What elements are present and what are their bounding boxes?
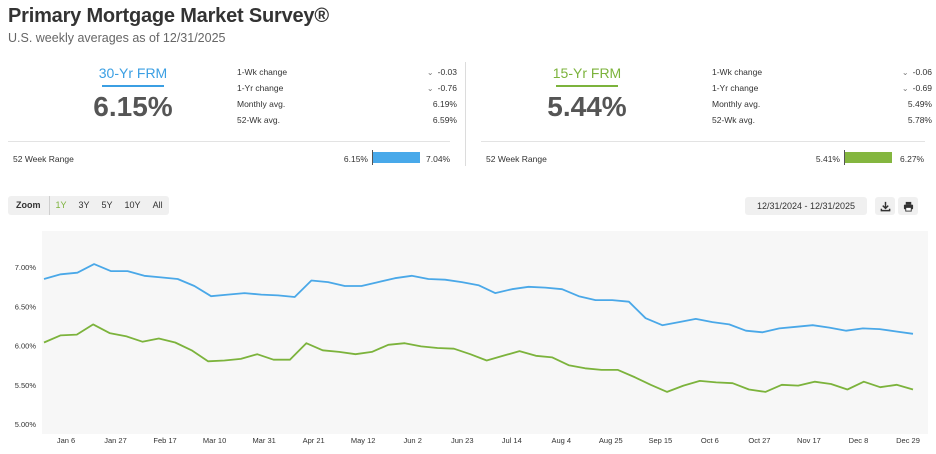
y-tick-label: 5.50% (15, 381, 37, 390)
series-group (43, 263, 914, 393)
x-tick-label: Oct 6 (701, 436, 719, 445)
x-tick-label: Dec 29 (896, 436, 920, 445)
chevron-down-icon: ⌄ (426, 67, 434, 77)
stat-row: Monthly avg. 6.19% (237, 96, 457, 112)
range-label: 52 Week Range (13, 154, 74, 164)
stat-row: 1-Yr change ⌄ -0.76 (237, 80, 457, 96)
stat-value: -0.03 (437, 67, 457, 77)
range-max: 6.27% (900, 154, 925, 164)
print-icon (903, 201, 913, 212)
stat-label: 1-Wk change (712, 67, 763, 77)
stat-row: 1-Wk change ⌄ -0.06 (712, 64, 932, 80)
zoom-label: Zoom (8, 196, 50, 215)
x-tick-label: Oct 27 (748, 436, 770, 445)
x-tick-label: Jun 2 (404, 436, 422, 445)
x-tick-label: Mar 10 (203, 436, 226, 445)
rate-panel-30yr: 30-Yr FRM 6.15% 1-Wk change ⌄ -0.03 1-Yr … (8, 58, 457, 170)
stat-row: 1-Yr change ⌄ -0.69 (712, 80, 932, 96)
product-name[interactable]: 30-Yr FRM (98, 65, 168, 81)
chevron-down-icon: ⌄ (901, 67, 909, 77)
stat-row: Monthly avg. 5.49% (712, 96, 932, 112)
current-rate: 5.44% (547, 91, 627, 122)
range-min: 6.15% (343, 154, 368, 164)
rate-stats: 1-Wk change ⌄ -0.03 1-Yr change ⌄ -0.76 Mo… (237, 64, 457, 128)
divider (481, 141, 925, 142)
x-tick-label: Mar 31 (252, 436, 275, 445)
range-bar (372, 150, 420, 165)
zoom-control: Zoom 1Y 3Y 5Y 10Y All (8, 196, 169, 215)
series-line[interactable] (43, 323, 914, 393)
stat-row: 1-Wk change ⌄ -0.03 (237, 64, 457, 80)
x-tick-label: Jul 14 (502, 436, 522, 445)
stat-value: 5.49% (907, 99, 932, 109)
zoom-10y-button[interactable]: 10Y (124, 200, 141, 210)
stat-value: 5.78% (907, 115, 932, 125)
stat-label: Monthly avg. (712, 99, 761, 109)
stat-value: -0.06 (912, 67, 932, 77)
zoom-5y-button[interactable]: 5Y (101, 200, 113, 210)
stat-label: 1-Wk change (237, 67, 288, 77)
stat-row: 52-Wk avg. 6.59% (237, 112, 457, 128)
x-tick-label: Apr 21 (303, 436, 325, 445)
range-fill (845, 152, 892, 163)
download-button[interactable] (875, 197, 895, 215)
y-tick-label: 5.00% (15, 420, 37, 429)
date-range-picker[interactable]: 12/31/2024 - 12/31/2025 (745, 197, 867, 215)
stat-value: -0.69 (912, 83, 932, 93)
zoom-all-button[interactable]: All (152, 200, 163, 210)
stat-label: 52-Wk avg. (712, 115, 755, 125)
rate-history-chart: 5.00% 5.50% 6.00% 6.50% 7.00% Jan 6 Jan 27 Feb… (15, 231, 928, 445)
x-tick-label: Aug 4 (551, 436, 571, 445)
x-tick-label: May 12 (351, 436, 376, 445)
chevron-down-icon: ⌄ (901, 83, 909, 93)
range-bar (844, 150, 892, 165)
range-max: 7.04% (426, 154, 451, 164)
x-tick-label: Jun 23 (451, 436, 474, 445)
x-tick-label: Dec 8 (849, 436, 869, 445)
y-axis: 5.00% 5.50% 6.00% 6.50% 7.00% (15, 263, 37, 429)
stat-label: Monthly avg. (237, 99, 286, 109)
x-tick-label: Jan 27 (104, 436, 127, 445)
stat-value: -0.76 (437, 83, 457, 93)
x-tick-label: Aug 25 (599, 436, 623, 445)
y-tick-label: 6.50% (15, 302, 37, 311)
current-rate: 6.15% (93, 91, 173, 122)
range-label: 52 Week Range (486, 154, 547, 164)
x-tick-label: Feb 17 (153, 436, 176, 445)
chevron-down-icon: ⌄ (426, 83, 434, 93)
x-tick-label: Sep 15 (648, 436, 672, 445)
page-subtitle: U.S. weekly averages as of 12/31/2025 (8, 31, 226, 45)
stat-label: 52-Wk avg. (237, 115, 280, 125)
rate-panel-15yr: 15-Yr FRM 5.44% 1-Wk change ⌄ -0.06 1-Yr … (481, 58, 932, 170)
zoom-1y-button[interactable]: 1Y (55, 200, 67, 210)
x-axis: Jan 6 Jan 27 Feb 17 Mar 10 Mar 31 Apr 21 May 1… (57, 436, 920, 445)
rate-stats: 1-Wk change ⌄ -0.06 1-Yr change ⌄ -0.69 Mo… (712, 64, 932, 128)
plot-background (42, 231, 928, 434)
page-title: Primary Mortgage Market Survey® (8, 5, 329, 27)
download-icon (880, 201, 890, 211)
stat-label: 1-Yr change (712, 83, 759, 93)
range-min: 5.41% (815, 154, 840, 164)
x-tick-label: Jan 6 (57, 436, 75, 445)
x-tick-label: Nov 17 (797, 436, 821, 445)
product-underline (102, 85, 164, 87)
series-line[interactable] (43, 263, 914, 335)
stat-value: 6.19% (432, 99, 457, 109)
y-tick-label: 7.00% (15, 263, 37, 272)
product-name[interactable]: 15-Yr FRM (552, 65, 622, 81)
stat-row: 52-Wk avg. 5.78% (712, 112, 932, 128)
panel-divider (465, 62, 466, 166)
y-tick-label: 6.00% (15, 342, 37, 351)
zoom-3y-button[interactable]: 3Y (78, 200, 90, 210)
stat-value: 6.59% (432, 115, 457, 125)
stat-label: 1-Yr change (237, 83, 284, 93)
range-fill (373, 152, 420, 163)
product-underline (556, 85, 618, 87)
divider (8, 141, 450, 142)
print-button[interactable] (898, 197, 918, 215)
